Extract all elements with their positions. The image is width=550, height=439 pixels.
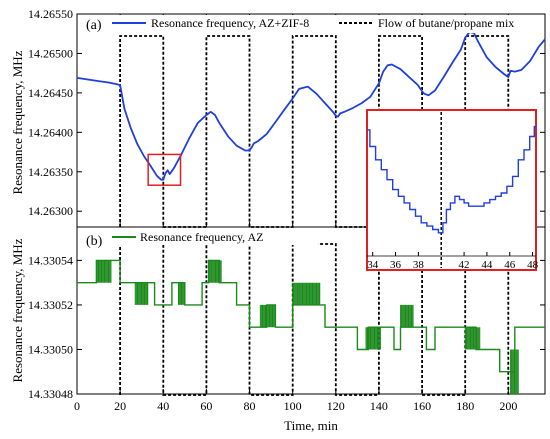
inset-xtick-label: 36 — [390, 259, 402, 271]
x-tick-label: 20 — [114, 399, 126, 413]
panel-b-ylabel: Resonance frequency, MHz — [10, 238, 25, 382]
panel-b-resonance-line — [77, 259, 545, 373]
panel-a-ylabel: Resonance frequency, MHz — [10, 50, 25, 194]
panel-b-legend-box — [108, 229, 318, 245]
panel-a-ytick-label: 14.26350 — [28, 165, 73, 179]
x-tick-label: 80 — [244, 399, 256, 413]
panel-a-legend-resonance: Resonance frequency, AZ+ZIF-8 — [151, 16, 309, 30]
x-axis-label: Time, min — [284, 418, 338, 433]
inset-xtick-label: 46 — [504, 259, 516, 271]
panel-b-ytick-label: 14.33052 — [28, 298, 73, 312]
panel-b-legend-label: Resonance frequency, AZ — [140, 230, 264, 244]
inset-xtick-label: 34 — [367, 259, 379, 271]
inset-resonance-line — [367, 125, 536, 234]
panel-b-noise-burst — [95, 260, 112, 283]
panel-a-ytick-label: 14.26400 — [28, 125, 73, 139]
x-tick-label: 200 — [499, 399, 517, 413]
inset-xtick-label: 44 — [481, 259, 493, 271]
panel-b-noise-burst — [510, 349, 519, 394]
panel-a-label: (a) — [86, 18, 102, 33]
x-tick-label: 160 — [413, 399, 431, 413]
panel-b-ytick-label: 14.33054 — [28, 253, 73, 267]
panel-b-noise-burst — [134, 282, 149, 305]
panel-a-legend-flow: Flow of butane/propane mix — [378, 16, 514, 30]
panel-a-ytick-label: 14.26550 — [28, 7, 73, 21]
panel-b-noise-burst — [365, 327, 382, 350]
panel-b-label: (b) — [86, 234, 103, 249]
panel-b-frame — [76, 226, 546, 395]
inset-panel: 34 36 38 42 44 46 48 — [366, 109, 539, 271]
panel-b: 14.33048 14.33050 14.33052 14.33054 (b) Reson… — [10, 226, 546, 401]
panel-b-noise-burst — [292, 282, 321, 305]
inset-xtick-label: 42 — [459, 259, 470, 271]
panel-a-legend-box — [108, 15, 544, 33]
panel-a-resonance-line — [76, 31, 546, 181]
panel-b-noise-burst — [400, 304, 414, 328]
x-tick-label: 120 — [327, 399, 345, 413]
panel-b-ytick-label: 14.33050 — [28, 342, 73, 356]
panel-b-noise-burst — [464, 327, 481, 350]
panel-a-ytick-label: 14.26300 — [28, 204, 73, 218]
panel-b-noise-burst — [177, 282, 185, 305]
inset-xtick-label: 38 — [413, 259, 425, 271]
panel-b-ytick-label: 14.33048 — [28, 387, 73, 401]
x-tick-label: 180 — [456, 399, 474, 413]
x-tick-label: 60 — [200, 399, 212, 413]
panel-b-noise-burst — [259, 304, 276, 328]
shared-x-axis: 0 20 40 60 80 100 120 140 160 180 200 Time, min — [74, 389, 517, 433]
x-tick-label: 140 — [370, 399, 388, 413]
panel-a: 14.26300 14.26350 14.26400 14.26450 14.26500… — [10, 7, 546, 228]
panel-b-gas-pulse-line — [119, 243, 510, 396]
panel-a-ytick-label: 14.26450 — [28, 86, 73, 100]
panel-a-ytick-label: 14.26500 — [28, 46, 73, 60]
inset-xtick-label: 48 — [527, 259, 539, 271]
x-tick-label: 40 — [157, 399, 169, 413]
x-tick-label: 100 — [284, 399, 302, 413]
panel-a-highlight-box — [147, 153, 182, 186]
panel-b-noise-burst — [208, 260, 222, 283]
x-tick-label: 0 — [74, 399, 80, 413]
